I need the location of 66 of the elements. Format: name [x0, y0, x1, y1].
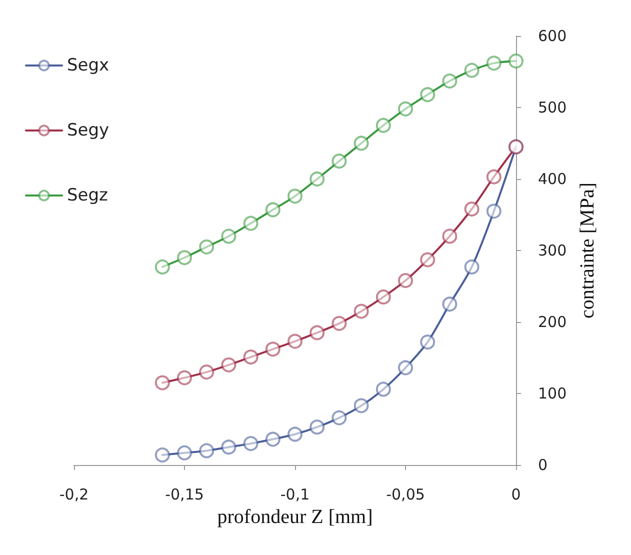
point: [354, 398, 369, 414]
point: [177, 250, 192, 266]
point: [464, 259, 480, 274]
point: [177, 370, 192, 386]
point: [442, 228, 458, 244]
point: [376, 118, 391, 133]
point: [420, 334, 436, 350]
x-tick-label: -0,1: [280, 486, 310, 504]
point: [376, 289, 391, 304]
point: [265, 342, 280, 357]
point: [332, 154, 347, 169]
point: [265, 202, 280, 218]
point: [199, 239, 214, 254]
point: [398, 273, 413, 288]
legend-label: Segx: [67, 56, 110, 76]
point: [310, 420, 325, 435]
point: [288, 426, 302, 442]
point: [486, 56, 502, 71]
point: [420, 252, 436, 268]
point: [199, 443, 214, 458]
point: [376, 382, 391, 397]
y-tick-label: 0: [538, 456, 548, 474]
x-tick-label: 0: [511, 486, 521, 504]
point: [243, 350, 258, 365]
y-tick-label: 200: [538, 313, 567, 331]
point: [221, 440, 236, 455]
point: [486, 204, 502, 219]
point: [354, 136, 369, 151]
point: [398, 101, 413, 116]
x-axis-title: profondeur Z [mm]: [217, 506, 373, 528]
legend-label: Segz: [67, 186, 108, 206]
point: [420, 87, 436, 102]
point: [310, 172, 325, 186]
y-tick-label: 300: [538, 242, 567, 260]
point: [288, 188, 302, 204]
x-tick-label: -0,05: [386, 486, 425, 504]
point: [199, 364, 214, 380]
point: [265, 432, 280, 447]
y-axis-title: contrainte [MPa]: [576, 182, 599, 319]
point: [464, 62, 480, 78]
point: [154, 447, 170, 462]
x-tick-label: -0,2: [59, 486, 89, 504]
point: [398, 360, 413, 376]
point: [221, 228, 236, 244]
legend-label: Segy: [67, 120, 110, 140]
y-tick-label: 400: [538, 170, 567, 188]
point: [442, 296, 458, 312]
point: [154, 259, 170, 274]
point: [354, 304, 369, 319]
point: [154, 375, 170, 390]
point: [464, 202, 480, 217]
y-tick-label: 500: [538, 98, 567, 116]
point: [243, 436, 258, 452]
y-tick-label: 600: [538, 27, 567, 45]
point: [442, 74, 458, 89]
point: [332, 410, 347, 426]
y-tick-label: 100: [538, 384, 567, 402]
point: [508, 54, 524, 69]
x-tick-label: -0,15: [165, 486, 204, 504]
point: [221, 357, 236, 372]
point: [243, 216, 258, 231]
point: [310, 325, 325, 340]
point: [486, 169, 502, 184]
point: [332, 316, 347, 331]
point: [177, 445, 192, 460]
point: [288, 334, 302, 349]
